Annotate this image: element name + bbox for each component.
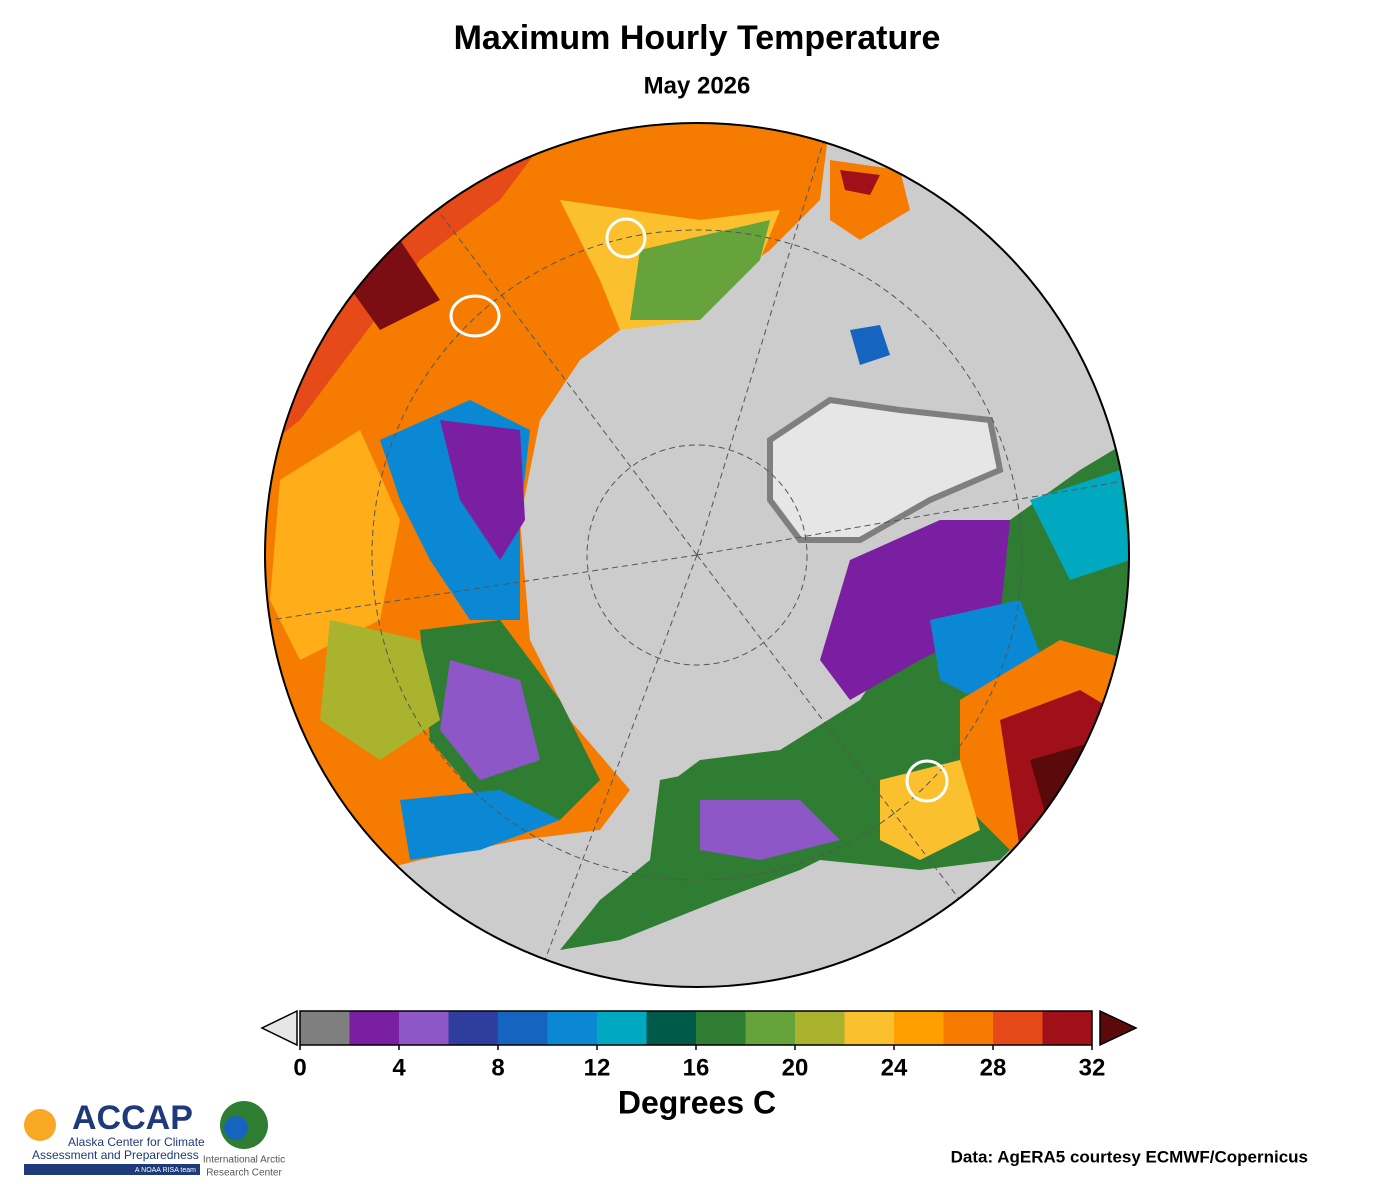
colorbar-segment: [894, 1011, 944, 1045]
colorbar-tick-label: 20: [782, 1054, 809, 1081]
polar-map: [265, 123, 1129, 987]
colorbar-tick-label: 28: [980, 1054, 1007, 1081]
logo-text: Alaska Center for Climate: [68, 1135, 205, 1149]
data-credit: Data: AgERA5 courtesy ECMWF/Copernicus: [951, 1147, 1308, 1166]
accap-logo: ACCAP Alaska Center for Climate Assessme…: [24, 1099, 205, 1175]
colorbar-segment: [448, 1011, 498, 1045]
colorbar-segment: [795, 1011, 845, 1045]
colorbar-tick-label: 8: [491, 1054, 504, 1081]
colorbar-segment: [1042, 1011, 1092, 1045]
colorbar-segment: [745, 1011, 795, 1045]
colorbar-segment: [696, 1011, 746, 1045]
iarc-logo: International Arctic Research Center: [203, 1101, 285, 1179]
colorbar-segment: [399, 1011, 449, 1045]
colorbar-segment: [646, 1011, 696, 1045]
colorbar-tick-label: 16: [683, 1054, 710, 1081]
colorbar-under: [260, 1009, 298, 1047]
logo-name: ACCAP: [72, 1099, 193, 1137]
colorbar-segment: [943, 1011, 993, 1045]
colorbar-tick-label: 4: [392, 1054, 406, 1081]
colorbar-tick-label: 0: [293, 1054, 306, 1081]
logo-text: International Arctic: [203, 1155, 285, 1166]
colorbar-tick-label: 32: [1079, 1054, 1106, 1081]
colorbar-segment: [300, 1011, 350, 1045]
logo-text: Research Center: [206, 1168, 282, 1179]
logo-text: Assessment and Preparedness: [32, 1148, 199, 1162]
colorbar-segment: [498, 1011, 548, 1045]
map-subtitle: May 2026: [644, 72, 751, 99]
colorbar-segment: [993, 1011, 1043, 1045]
colorbar-label: Degrees C: [618, 1084, 776, 1120]
map-title: Maximum Hourly Temperature: [454, 19, 941, 57]
logo-text: A NOAA RISA team: [135, 1167, 196, 1174]
colorbar-tick-label: 12: [584, 1054, 611, 1081]
colorbar-segment: [349, 1011, 399, 1045]
colorbar-segment: [844, 1011, 894, 1045]
colorbar: 0 4 8 12 16 20 24 28 32: [260, 1009, 1138, 1081]
colorbar-segment: [597, 1011, 647, 1045]
colorbar-over: [1099, 1009, 1138, 1047]
colorbar-tick-label: 24: [881, 1054, 908, 1081]
colorbar-segment: [547, 1011, 597, 1045]
